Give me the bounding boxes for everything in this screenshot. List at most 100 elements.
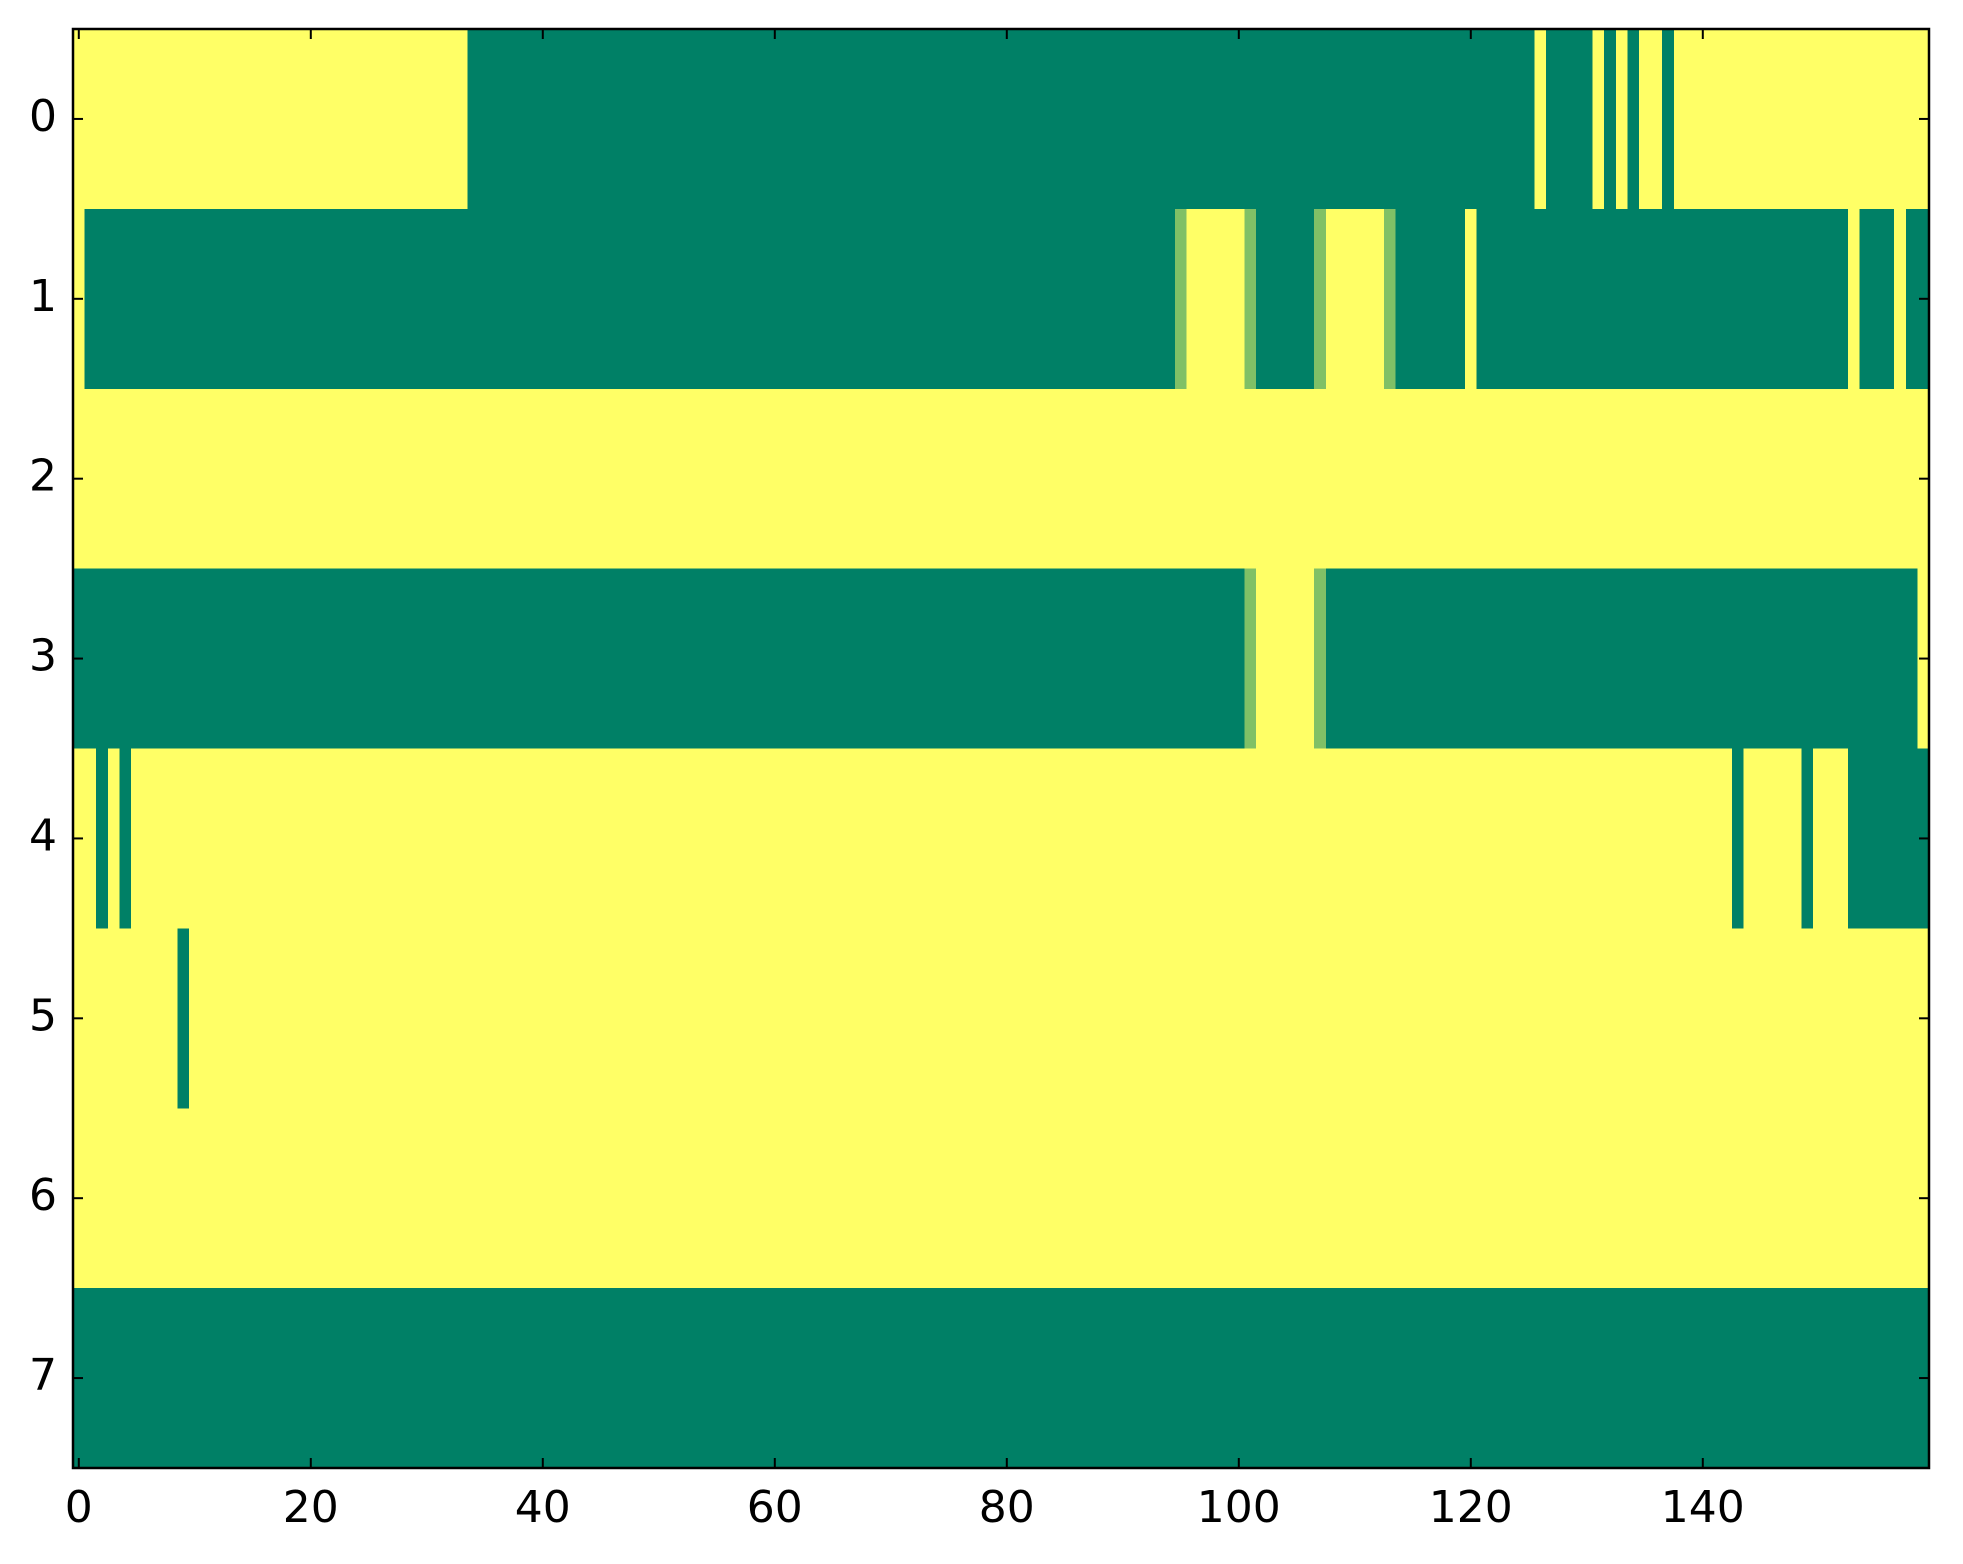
heatmap-cell [873,748,886,929]
heatmap-cell [1209,29,1222,210]
heatmap-cells [73,29,1930,1469]
heatmap-cell [1697,928,1710,1109]
heatmap-cell [931,29,944,210]
heatmap-cell [1499,748,1512,929]
heatmap-cell [154,748,167,929]
heatmap-cell [142,568,155,750]
heatmap-cell [397,748,410,929]
heatmap-cell [1047,1108,1060,1289]
heatmap-cell [1476,928,1489,1109]
heatmap-cell [444,748,457,929]
heatmap-cell [1325,29,1338,210]
heatmap-cell [305,208,318,390]
heatmap-cell [200,748,213,929]
heatmap-cell [1070,1108,1083,1289]
heatmap-cell [154,568,167,750]
heatmap-cell [1569,1288,1582,1469]
heatmap-cell [1755,748,1768,929]
heatmap-cell [711,928,724,1109]
heatmap-cell [1314,208,1327,390]
heatmap-cell [502,208,515,390]
heatmap-cell [1731,29,1744,210]
heatmap-cell [1523,208,1536,390]
heatmap-cell [850,568,863,750]
heatmap-cell [1418,748,1431,929]
heatmap-cell [919,388,932,570]
heatmap-cell [711,748,724,929]
heatmap-cell [339,568,352,750]
heatmap-cell [1383,29,1396,210]
heatmap-cell [827,568,840,750]
heatmap-cell [687,748,700,929]
heatmap-cell [1151,1288,1164,1469]
heatmap-cell [1302,29,1315,210]
heatmap-cell [525,1288,538,1469]
heatmap-cell [351,1288,364,1469]
heatmap-cell [1047,208,1060,390]
heatmap-cell [838,388,851,570]
heatmap-cell [734,568,747,750]
heatmap-cell [525,748,538,929]
heatmap-cell [722,568,735,750]
heatmap-cell [107,748,120,929]
heatmap-cell [386,748,399,929]
heatmap-cell [1302,1288,1315,1469]
heatmap-cell [409,748,422,929]
y-tick-label: 0 [29,91,57,142]
heatmap-cell [966,1288,979,1469]
heatmap-cell [734,208,747,390]
heatmap-cell [455,748,468,929]
heatmap-cell [1372,208,1385,390]
heatmap-cell [792,928,805,1109]
heatmap-cell [142,388,155,570]
heatmap-cell [711,208,724,390]
heatmap-cell [513,568,526,750]
heatmap-cell [1244,568,1257,750]
heatmap-cell [815,928,828,1109]
heatmap-cell [1093,748,1106,929]
heatmap-cell [1859,388,1872,570]
heatmap-cell [1894,29,1907,210]
heatmap-cell [467,29,480,210]
heatmap-cell [1209,568,1222,750]
heatmap-cell [281,748,294,929]
y-tick-label: 5 [29,990,57,1041]
heatmap-cell [1673,748,1686,929]
heatmap-cell [1569,388,1582,570]
heatmap-cell [896,748,909,929]
heatmap-cell [455,208,468,390]
heatmap-cell [1372,748,1385,929]
heatmap-cell [919,29,932,210]
heatmap-cell [1105,1288,1118,1469]
heatmap-cell [1395,388,1408,570]
heatmap-cell [966,29,979,210]
heatmap-cell [1824,29,1837,210]
heatmap-cell [293,928,306,1109]
heatmap-cell [548,568,561,750]
heatmap-cell [1882,388,1895,570]
heatmap-cell [1615,388,1628,570]
heatmap-cell [1221,1108,1234,1289]
heatmap-cell [1488,29,1501,210]
heatmap-cell [1650,29,1663,210]
heatmap-cell [1743,1108,1756,1289]
heatmap-cell [1059,1108,1072,1289]
heatmap-cell [1349,388,1362,570]
heatmap-cell [1117,29,1130,210]
heatmap-cell [734,1288,747,1469]
heatmap-cell [1650,388,1663,570]
heatmap-cell [1453,1108,1466,1289]
heatmap-cell [339,388,352,570]
heatmap-cell [84,568,97,750]
heatmap-cell [363,29,376,210]
heatmap-cell [966,388,979,570]
heatmap-cell [281,208,294,390]
heatmap-cell [1662,388,1675,570]
heatmap-cell [1847,388,1860,570]
heatmap-cell [1175,208,1188,390]
heatmap-cell [954,1108,967,1289]
heatmap-cell [131,568,144,750]
heatmap-cell [1244,928,1257,1109]
heatmap-cell [1256,29,1269,210]
heatmap-cell [1372,1108,1385,1289]
